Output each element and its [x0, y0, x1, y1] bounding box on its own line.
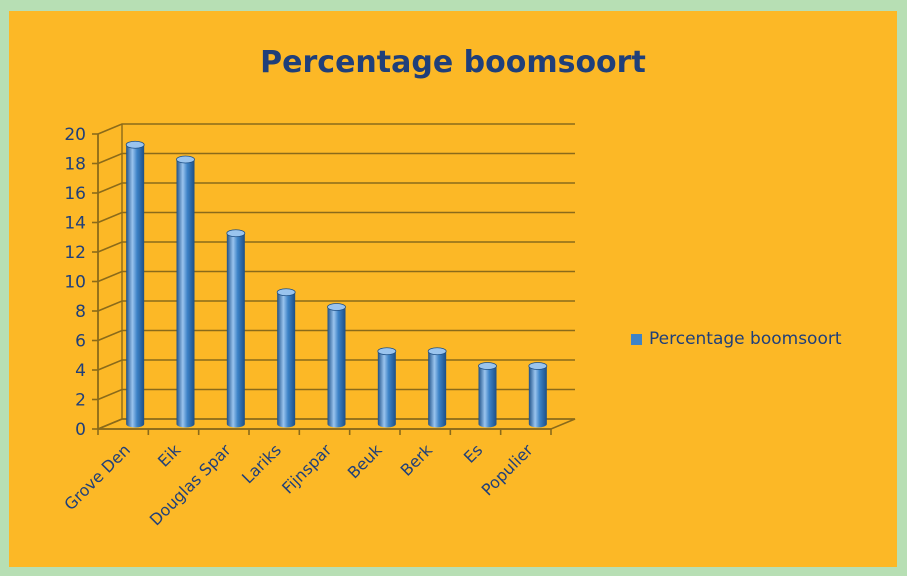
- legend-swatch: [631, 333, 642, 345]
- x-tick-label: Berk: [397, 440, 437, 480]
- legend-label: Percentage boomsoort: [649, 329, 842, 349]
- y-tick-label: 14: [64, 214, 86, 234]
- gridline: [97, 211, 575, 224]
- bar: [226, 229, 246, 428]
- x-tick-label: Grove Den: [60, 440, 134, 514]
- y-tick-label: 18: [64, 155, 86, 175]
- bar: [427, 347, 447, 428]
- y-tick-label: 20: [64, 125, 86, 145]
- bar: [176, 155, 195, 428]
- bar: [125, 140, 145, 428]
- gridline: [97, 123, 575, 135]
- y-tick-label: 12: [64, 243, 86, 263]
- gridline: [97, 241, 575, 253]
- y-tick-label: 2: [75, 391, 86, 411]
- x-tick-label: Lariks: [238, 440, 285, 487]
- y-tick-label: 10: [64, 273, 86, 293]
- bar: [528, 362, 548, 428]
- y-tick-label: 16: [64, 184, 86, 204]
- bar: [478, 362, 497, 428]
- gridline: [97, 270, 575, 283]
- chart-title: Percentage boomsoort: [260, 45, 646, 80]
- x-tick-label: Eik: [154, 440, 185, 471]
- bar: [276, 288, 296, 428]
- y-tick-label: 4: [75, 361, 86, 381]
- legend: Percentage boomsoort: [631, 329, 842, 349]
- gridline: [97, 182, 575, 194]
- y-tick-label: 8: [75, 302, 86, 322]
- x-tick-label: Fijnspar: [278, 440, 336, 498]
- bar: [327, 303, 346, 428]
- y-tick-label: 6: [75, 332, 86, 352]
- chart-frame: Percentage boomsoort 0 2 4 6 8 10 12 14 16 18 20 Gr…: [9, 11, 897, 567]
- gridline: [97, 152, 575, 165]
- bar: [377, 347, 397, 428]
- x-tick-label: Es: [460, 440, 486, 466]
- y-tick-label: 0: [75, 420, 86, 440]
- x-tick-label: Beuk: [344, 440, 386, 482]
- x-tick-label: Populier: [478, 440, 537, 499]
